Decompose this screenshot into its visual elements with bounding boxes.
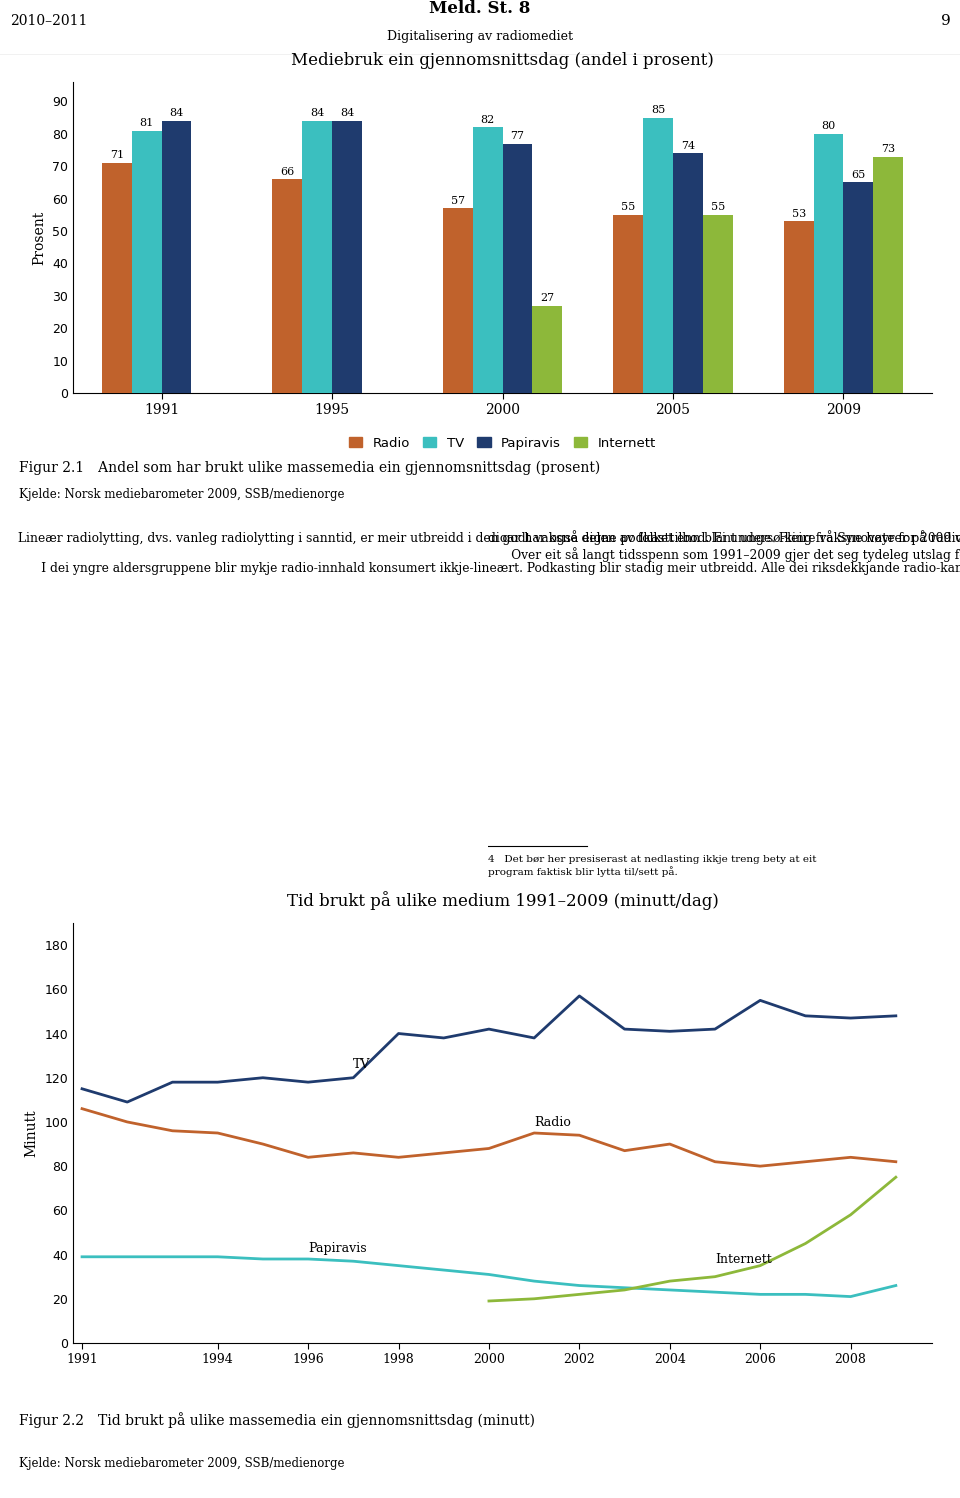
Bar — [443, 208, 472, 392]
Text: 2010–2011: 2010–2011 — [10, 13, 87, 28]
Text: Lineær radiolytting, dvs. vanleg radiolytting i sanntid, er meir utbreidd i den : Lineær radiolytting, dvs. vanleg radioly… — [18, 530, 960, 575]
Text: 9: 9 — [941, 13, 950, 28]
Text: Radio: Radio — [534, 1116, 571, 1128]
Text: 84: 84 — [340, 108, 354, 118]
Bar — [703, 214, 732, 392]
Bar — [132, 130, 161, 392]
Bar — [472, 127, 502, 392]
Bar — [783, 222, 813, 392]
Text: Digitalisering av radiomediet: Digitalisering av radiomediet — [387, 30, 573, 43]
Text: 73: 73 — [881, 144, 895, 154]
Bar — [613, 214, 643, 392]
Text: 4   Det bør her presiserast at nedlasting ikkje treng bety at eit
program faktis: 4 Det bør her presiserast at nedlasting … — [488, 855, 817, 876]
Bar — [302, 121, 332, 392]
Bar — [643, 118, 673, 392]
Text: 84: 84 — [310, 108, 324, 118]
Bar — [102, 163, 132, 392]
Text: 81: 81 — [139, 118, 154, 127]
Text: 85: 85 — [651, 105, 665, 115]
Text: 65: 65 — [852, 169, 865, 180]
Title: Tid brukt på ulike medium 1991–2009 (minutt/dag): Tid brukt på ulike medium 1991–2009 (min… — [287, 891, 718, 911]
Text: Kjelde: Norsk mediebarometer 2009, SSB/medienorge: Kjelde: Norsk mediebarometer 2009, SSB/m… — [19, 1458, 345, 1471]
Text: Figur 2.2  Tid brukt på ulike massemedia ein gjennomsnittsdag (minutt): Figur 2.2 Tid brukt på ulike massemedia … — [19, 1413, 536, 1429]
Title: Mediebruk ein gjennomsnittsdag (andel i prosent): Mediebruk ein gjennomsnittsdag (andel i … — [291, 52, 714, 69]
Bar — [332, 121, 362, 392]
Bar — [844, 183, 874, 392]
Bar — [673, 153, 703, 392]
Bar — [502, 144, 533, 392]
Bar — [161, 121, 191, 392]
Text: 82: 82 — [480, 115, 494, 124]
Text: 55: 55 — [621, 202, 636, 213]
Text: Papiravis: Papiravis — [308, 1242, 367, 1255]
Bar — [533, 306, 563, 392]
Text: 74: 74 — [681, 141, 695, 151]
Bar — [813, 133, 844, 392]
Text: 71: 71 — [109, 150, 124, 160]
Y-axis label: Minutt: Minutt — [25, 1109, 38, 1156]
Legend: Radio, TV, Papiravis, Internett: Radio, TV, Papiravis, Internett — [344, 431, 661, 455]
Text: Internett: Internett — [715, 1252, 772, 1266]
Text: 80: 80 — [822, 121, 835, 132]
Text: 84: 84 — [169, 108, 183, 118]
Text: Kjelde: Norsk mediebarometer 2009, SSB/medienorge: Kjelde: Norsk mediebarometer 2009, SSB/m… — [19, 488, 345, 502]
Text: Figur 2.1  Andel som har brukt ulike massemedia ein gjennomsnittsdag (prosent): Figur 2.1 Andel som har brukt ulike mass… — [19, 461, 600, 475]
Text: 66: 66 — [280, 166, 295, 177]
Text: Meld. St. 8: Meld. St. 8 — [429, 0, 531, 16]
Text: 57: 57 — [450, 196, 465, 205]
Text: 77: 77 — [511, 130, 524, 141]
Text: dioar har også eigne podkasttilbod. Ei undersø-king frå Synovate for 2009 viser : dioar har også eigne podkasttilbod. Ei u… — [488, 530, 960, 562]
Text: TV: TV — [353, 1058, 371, 1071]
Bar — [273, 180, 302, 392]
Text: 53: 53 — [791, 208, 805, 219]
Text: 55: 55 — [710, 202, 725, 213]
Y-axis label: Prosent: Prosent — [33, 210, 47, 265]
Text: 27: 27 — [540, 294, 554, 303]
Bar — [874, 156, 903, 392]
